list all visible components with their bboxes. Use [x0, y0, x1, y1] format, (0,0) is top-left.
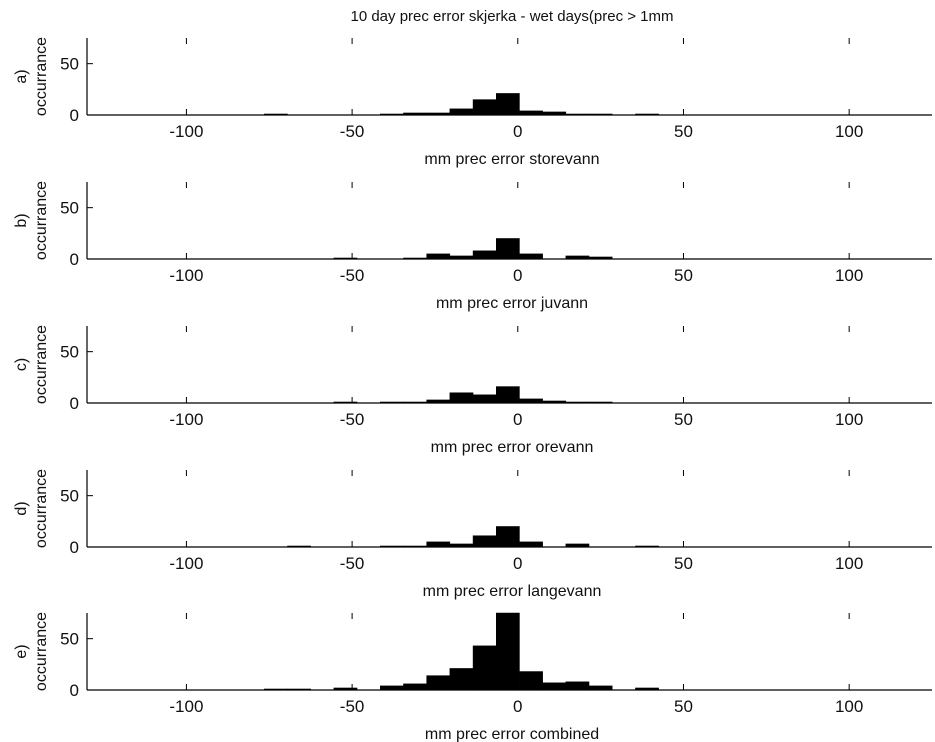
panel-c: -100 -50 0 50 100 0 50 mm prec error orevann c) o…	[13, 325, 932, 456]
x-tick-label: 0	[513, 697, 522, 716]
panel-letter-label: e)	[13, 644, 30, 658]
y-axis-label: occurrance	[33, 612, 50, 691]
y-tick-label: 0	[70, 538, 79, 557]
histogram-bar	[519, 671, 543, 691]
histogram-bar	[426, 541, 451, 548]
panel-letter-label: d)	[13, 501, 30, 515]
x-axis-label: mm prec error storevann	[424, 151, 599, 168]
histogram-bar	[496, 238, 520, 260]
x-tick-label: 0	[513, 410, 522, 429]
histogram-bar	[472, 645, 497, 691]
panel-a: -100 -50 0 50 100 0 50 mm prec error storevann a…	[13, 37, 932, 168]
histogram-bar	[403, 683, 427, 691]
x-tick-label: -100	[169, 697, 203, 716]
histogram-bar	[380, 685, 404, 691]
x-tick-label: -100	[169, 122, 203, 141]
y-tick-label: 0	[70, 106, 79, 125]
y-tick-label: 50	[60, 199, 79, 218]
x-tick-label: -50	[340, 410, 365, 429]
histogram-bar	[449, 668, 474, 691]
panels: -100 -50 0 50 100 0 50 mm prec error storevann a…	[13, 37, 932, 742]
histogram-bar	[472, 394, 497, 404]
x-tick-label: 50	[674, 554, 693, 573]
histogram-bar	[472, 250, 497, 260]
panel-letter-label: a)	[13, 69, 30, 83]
histogram-bar	[496, 526, 520, 548]
x-tick-label: 0	[513, 122, 522, 141]
histogram-bar	[449, 108, 474, 116]
x-tick-label: 0	[513, 554, 522, 573]
y-tick-label: 0	[70, 250, 79, 269]
x-tick-label: 50	[674, 697, 693, 716]
x-tick-label: 100	[835, 554, 863, 573]
histogram-bar	[496, 93, 520, 116]
figure-title: 10 day prec error skjerka - wet days(pre…	[350, 8, 673, 25]
histogram-bar	[519, 110, 543, 116]
x-tick-label: 100	[835, 122, 863, 141]
x-tick-label: 50	[674, 410, 693, 429]
x-axis-label: mm prec error juvann	[436, 295, 588, 312]
y-axis-label: occurrance	[33, 469, 50, 548]
panel-letter-label: b)	[13, 213, 30, 227]
x-tick-label: -50	[340, 266, 365, 285]
histogram-bar	[472, 535, 497, 548]
panel-d: -100 -50 0 50 100 0 50 mm prec error langevann d…	[13, 469, 932, 600]
x-tick-label: 100	[835, 410, 863, 429]
histogram-bar	[565, 681, 590, 691]
x-tick-label: 0	[513, 266, 522, 285]
x-axis-label: mm prec error langevann	[423, 583, 602, 600]
panel-e: -100 -50 0 50 100 0 50 mm prec error combined e)…	[13, 612, 932, 742]
histogram-bar	[496, 612, 520, 691]
x-tick-label: -100	[169, 266, 203, 285]
panel-b: -100 -50 0 50 100 0 50 mm prec error juvann b) oc…	[13, 181, 932, 312]
histogram-bar	[472, 99, 497, 116]
y-axis-label: occurrance	[33, 325, 50, 404]
y-tick-label: 50	[60, 487, 79, 506]
y-tick-label: 0	[70, 681, 79, 700]
y-axis-label: occurrance	[33, 37, 50, 116]
x-tick-label: -100	[169, 410, 203, 429]
histogram-bar	[519, 398, 543, 404]
y-axis-label: occurrance	[33, 181, 50, 260]
x-tick-label: 50	[674, 122, 693, 141]
histogram-bar	[426, 253, 451, 260]
x-axis-label: mm prec error combined	[425, 726, 599, 742]
y-tick-label: 50	[60, 630, 79, 649]
x-tick-label: 100	[835, 266, 863, 285]
y-tick-label: 0	[70, 394, 79, 413]
histogram-bar	[449, 392, 474, 404]
histogram-bar	[496, 386, 520, 404]
y-tick-label: 50	[60, 55, 79, 74]
y-tick-label: 50	[60, 343, 79, 362]
x-axis-label: mm prec error orevann	[431, 439, 594, 456]
x-tick-label: -50	[340, 122, 365, 141]
panel-letter-label: c)	[13, 358, 30, 371]
x-tick-label: -50	[340, 697, 365, 716]
x-tick-label: 50	[674, 266, 693, 285]
histogram-bar	[542, 682, 567, 691]
histogram-bar	[588, 685, 613, 691]
histogram-bar	[519, 541, 543, 548]
x-tick-label: -50	[340, 554, 365, 573]
histogram-bar	[519, 253, 543, 260]
x-tick-label: 100	[835, 697, 863, 716]
histogram-bar	[426, 675, 451, 691]
x-tick-label: -100	[169, 554, 203, 573]
